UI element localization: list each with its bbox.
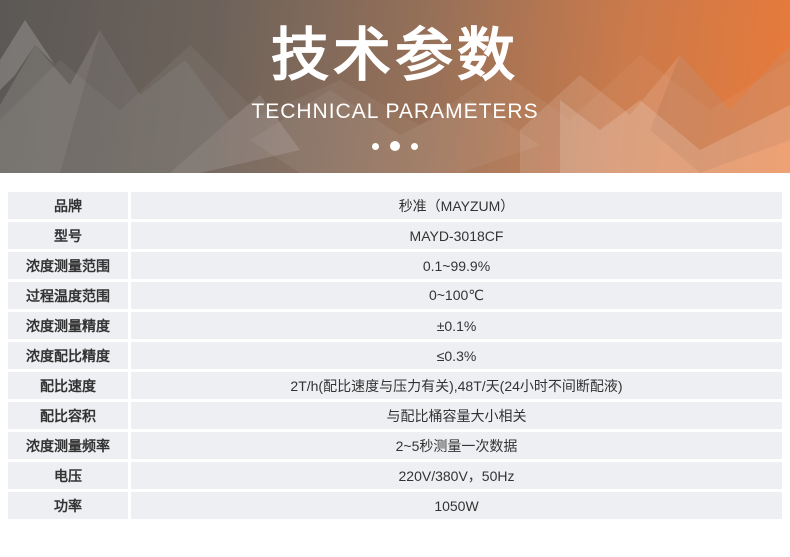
table-row: 配比容积 与配比桶容量大小相关 <box>8 402 782 429</box>
spec-value: MAYD-3018CF <box>131 222 782 249</box>
spec-value: 220V/380V，50Hz <box>131 462 782 489</box>
table-row: 型号 MAYD-3018CF <box>8 222 782 249</box>
spec-label: 配比容积 <box>8 402 128 429</box>
spec-value: 与配比桶容量大小相关 <box>131 402 782 429</box>
spec-value: ≤0.3% <box>131 342 782 369</box>
dots-decoration <box>0 141 790 151</box>
table-row: 功率 1050W <box>8 492 782 519</box>
table-row: 过程温度范围 0~100℃ <box>8 282 782 309</box>
mountain-background-image <box>0 20 790 173</box>
table-row: 浓度测量范围 0.1~99.9% <box>8 252 782 279</box>
spec-label: 品牌 <box>8 192 128 219</box>
spec-label: 电压 <box>8 462 128 489</box>
spec-label: 过程温度范围 <box>8 282 128 309</box>
spec-label: 浓度测量精度 <box>8 312 128 339</box>
dot-icon <box>411 142 418 150</box>
spec-value: 0.1~99.9% <box>131 252 782 279</box>
dot-icon <box>372 142 379 150</box>
table-row: 品牌 秒准（MAYZUM） <box>8 192 782 219</box>
spec-value: 2~5秒测量一次数据 <box>131 432 782 459</box>
spec-label: 配比速度 <box>8 372 128 399</box>
table-row: 浓度测量精度 ±0.1% <box>8 312 782 339</box>
spec-label: 浓度测量频率 <box>8 432 128 459</box>
banner: 技术参数 TECHNICAL PARAMETERS <box>0 0 790 173</box>
spec-label: 功率 <box>8 492 128 519</box>
spec-table: 品牌 秒准（MAYZUM） 型号 MAYD-3018CF 浓度测量范围 0.1~… <box>8 192 782 519</box>
spec-label: 浓度测量范围 <box>8 252 128 279</box>
spec-label: 浓度配比精度 <box>8 342 128 369</box>
spec-value: 秒准（MAYZUM） <box>131 192 782 219</box>
spec-value: 0~100℃ <box>131 282 782 309</box>
table-row: 浓度测量频率 2~5秒测量一次数据 <box>8 432 782 459</box>
spec-label: 型号 <box>8 222 128 249</box>
page-title: 技术参数 <box>270 23 519 88</box>
spec-value: 1050W <box>131 492 782 519</box>
spec-value: 2T/h(配比速度与压力有关),48T/天(24小时不间断配液) <box>131 372 782 399</box>
table-row: 电压 220V/380V，50Hz <box>8 462 782 489</box>
dot-icon <box>390 141 400 151</box>
table-row: 浓度配比精度 ≤0.3% <box>8 342 782 369</box>
table-row: 配比速度 2T/h(配比速度与压力有关),48T/天(24小时不间断配液) <box>8 372 782 399</box>
page-subtitle: TECHNICAL PARAMETERS <box>251 100 539 123</box>
spec-value: ±0.1% <box>131 312 782 339</box>
